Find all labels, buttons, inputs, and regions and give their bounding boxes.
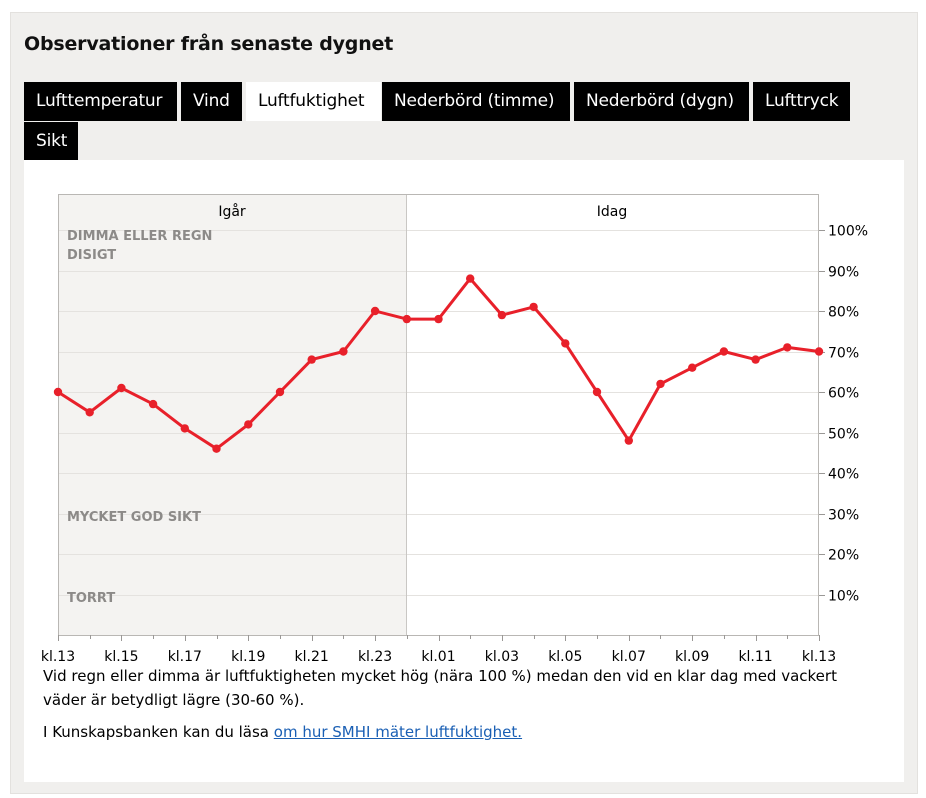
x-tick-label: kl.01 bbox=[421, 649, 455, 665]
data-point bbox=[402, 314, 411, 324]
y-tick-label: 100% bbox=[828, 224, 868, 240]
data-point bbox=[275, 387, 285, 397]
tab-lufttemperatur[interactable]: Lufttemperatur bbox=[24, 82, 177, 121]
knowledge-bank-link[interactable]: om hur SMHI mäter luftfuktighet. bbox=[273, 723, 523, 741]
data-point bbox=[117, 383, 126, 393]
zone-label-god-sikt: MYCKET GOD SIKT bbox=[67, 510, 201, 525]
x-tick-label: kl.03 bbox=[485, 649, 519, 665]
data-point bbox=[307, 355, 316, 364]
y-tick-label: 20% bbox=[828, 548, 859, 564]
tab-luftfuktighet[interactable]: Luftfuktighet bbox=[246, 82, 381, 121]
y-tick-label: 30% bbox=[828, 508, 859, 524]
knowledge-bank-prefix: I Kunskapsbanken kan du läsa bbox=[43, 723, 274, 741]
x-tick-label: kl.21 bbox=[295, 649, 329, 665]
yesterday-background bbox=[58, 194, 406, 635]
y-tick-label: 80% bbox=[828, 305, 859, 321]
data-point bbox=[624, 436, 633, 445]
data-point bbox=[434, 314, 443, 324]
zone-label-dimma: DIMMA ELLER REGN bbox=[67, 229, 212, 244]
x-tick-label: kl.07 bbox=[612, 649, 646, 665]
data-point bbox=[719, 347, 729, 356]
tab-lufttryck[interactable]: Lufttryck bbox=[753, 82, 850, 121]
tab-nederbord-timme[interactable]: Nederbörd (timme) bbox=[382, 82, 570, 121]
data-point bbox=[751, 355, 760, 364]
tab-sikt[interactable]: Sikt bbox=[24, 122, 78, 161]
day-label-today: Idag bbox=[597, 204, 627, 220]
x-tick-label: kl.05 bbox=[548, 649, 582, 665]
data-point bbox=[339, 347, 348, 356]
y-tick-label: 70% bbox=[828, 346, 859, 362]
description-text: Vid regn eller dimma är luftfuktigheten … bbox=[43, 667, 837, 709]
data-point bbox=[688, 363, 697, 372]
y-tick-label: 40% bbox=[828, 467, 859, 483]
data-point bbox=[212, 444, 221, 453]
x-tick-label: kl.09 bbox=[675, 649, 709, 665]
x-tick-label: kl.23 bbox=[358, 649, 392, 665]
data-point bbox=[53, 387, 63, 397]
data-point bbox=[529, 302, 538, 312]
x-tick-label: kl.13 bbox=[41, 649, 75, 665]
data-point bbox=[783, 343, 792, 352]
data-point bbox=[592, 387, 602, 397]
x-tick-label: kl.11 bbox=[738, 649, 772, 665]
x-tick-label: kl.13 bbox=[802, 649, 836, 665]
data-point bbox=[148, 399, 158, 409]
zone-label-torrt: TORRT bbox=[67, 591, 115, 606]
x-tick-label: kl.19 bbox=[231, 649, 265, 665]
data-point bbox=[244, 420, 253, 429]
data-point bbox=[370, 306, 380, 316]
x-tick-label: kl.15 bbox=[104, 649, 138, 665]
tab-nederbord-dygn[interactable]: Nederbörd (dygn) bbox=[574, 82, 749, 121]
y-tick-label: 90% bbox=[828, 265, 859, 281]
plot-frame bbox=[58, 194, 819, 636]
zone-label-disigt: DISIGT bbox=[67, 248, 116, 263]
knowledge-bank-text: I Kunskapsbanken kan du läsa om hur SMHI… bbox=[43, 720, 522, 744]
data-point bbox=[180, 424, 189, 433]
data-point bbox=[656, 379, 665, 389]
data-point bbox=[561, 339, 570, 348]
y-tick-label: 60% bbox=[828, 386, 859, 402]
data-point bbox=[497, 310, 507, 320]
section-title: Observationer från senaste dygnet bbox=[24, 33, 394, 55]
data-point bbox=[466, 274, 475, 283]
x-tick-label: kl.17 bbox=[168, 649, 202, 665]
tab-vind[interactable]: Vind bbox=[181, 82, 242, 121]
data-point bbox=[814, 347, 824, 356]
data-point bbox=[85, 408, 94, 417]
day-label-yesterday: Igår bbox=[218, 203, 246, 220]
y-tick-label: 10% bbox=[828, 589, 859, 605]
y-tick-label: 50% bbox=[828, 427, 859, 443]
